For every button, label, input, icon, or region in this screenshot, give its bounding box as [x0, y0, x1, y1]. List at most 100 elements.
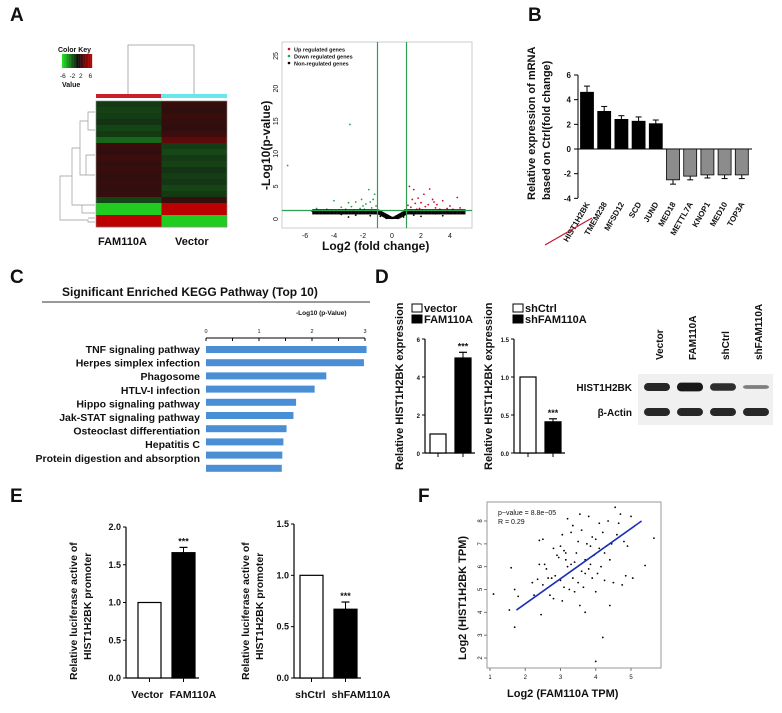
b-ytick: 2 [567, 120, 572, 129]
b-ytick: -4 [564, 194, 572, 203]
f-point [547, 577, 550, 579]
heatmap-cell [96, 119, 162, 126]
volcano-cloud [428, 209, 430, 215]
volcano-cloud [369, 209, 371, 215]
volcano-cloud [391, 216, 393, 219]
heatmap-cell [161, 149, 227, 156]
c-bar [206, 425, 287, 433]
heatmap-cell [96, 209, 162, 216]
f-point [571, 577, 574, 579]
f-xtick: 4 [594, 675, 598, 681]
volcano-ytick: 20 [273, 85, 280, 93]
group-bar-fam110a [96, 94, 161, 98]
f-xtick: 1 [488, 675, 492, 681]
f-point [619, 513, 622, 516]
volcano-cloud [399, 213, 401, 219]
color-key-tick: 6 [89, 73, 93, 80]
f-point [591, 536, 594, 538]
b-bar [666, 148, 680, 181]
volcano-cloud [360, 209, 363, 215]
volcano-point [354, 201, 357, 203]
volcano-cloud [355, 209, 357, 215]
legend-entry: shCtrl [525, 303, 557, 315]
b-category-label: TOP3A [725, 200, 746, 228]
c-xtick: 3 [363, 329, 366, 335]
c-bar [206, 385, 315, 393]
heatmap-cell [96, 179, 162, 186]
x-category-label: FAM110A [170, 689, 217, 701]
f-pvalue: p−value = 8.8e−05 [498, 510, 556, 517]
x-category-label: shFAM110A [332, 689, 391, 701]
volcano-cloud [331, 209, 334, 215]
bar-shctrl [519, 376, 537, 454]
wb-band [710, 383, 736, 391]
volcano-point [459, 207, 462, 209]
wb-band [677, 408, 703, 416]
color-key-swatch [85, 54, 88, 68]
color-key-swatch [67, 54, 69, 68]
volcano-point [375, 205, 377, 207]
f-point [580, 529, 583, 532]
heatmap-cell [161, 221, 227, 228]
f-point [554, 574, 557, 577]
wb-lane-label: shCtrl [721, 331, 732, 360]
f-point [517, 595, 520, 598]
f-point [561, 600, 564, 602]
ytick: 0.5 [276, 622, 289, 632]
f-point [631, 577, 634, 579]
legend-swatch [512, 314, 524, 324]
volcano-cloud [363, 209, 365, 215]
volcano-point [369, 201, 372, 203]
f-point [531, 581, 534, 584]
volcano-cloud [409, 209, 411, 215]
volcano-cloud [365, 209, 367, 215]
f-point [568, 588, 571, 591]
b-category-label: SCD [627, 200, 643, 219]
f-point [580, 570, 583, 573]
color-key-swatch [69, 54, 71, 68]
row-dendrogram [59, 111, 95, 223]
c-category-label: Hepatitis C [145, 439, 200, 451]
c-bar [206, 359, 364, 367]
volcano-cloud [320, 209, 322, 215]
heatmap-cell [161, 101, 227, 108]
color-key-swatch [89, 54, 91, 68]
volcano-cloud [403, 210, 406, 216]
volcano-ytick: 5 [273, 184, 280, 188]
heatmap-cell [96, 143, 162, 150]
f-point [623, 540, 625, 543]
volcano-cloud [452, 209, 454, 215]
f-point [591, 577, 594, 579]
f-point [621, 584, 624, 586]
volcano-point [423, 193, 425, 196]
f-point [594, 538, 597, 541]
volcano-xtick: 0 [390, 233, 394, 240]
heatmap-cell [161, 203, 227, 210]
f-point [561, 533, 564, 536]
volcano-cloud [321, 209, 323, 215]
volcano-cloud [333, 209, 335, 215]
c-bar [206, 412, 294, 419]
volcano-cloud [464, 209, 466, 215]
wb-band [743, 385, 769, 389]
volcano-point [286, 164, 289, 167]
b-bar [734, 148, 749, 176]
volcano-cloud [338, 209, 341, 215]
volcano-xtick: 2 [419, 233, 423, 240]
volcano-point [433, 201, 435, 203]
heatmap-cell [96, 215, 162, 222]
volcano-cloud [314, 209, 316, 215]
heatmap-cell [161, 143, 227, 150]
volcano-cloud [396, 214, 399, 219]
e-left-ylabel-1: Relative luciferase active of [68, 542, 80, 680]
volcano-point [436, 203, 438, 206]
f-point [598, 547, 601, 550]
heatmap-cell [96, 137, 162, 144]
c-bar [206, 346, 367, 353]
volcano-cloud [364, 209, 366, 215]
f-xtick: 5 [629, 675, 633, 681]
f-point [577, 581, 580, 584]
volcano-point [420, 201, 422, 204]
volcano-point [369, 214, 372, 217]
